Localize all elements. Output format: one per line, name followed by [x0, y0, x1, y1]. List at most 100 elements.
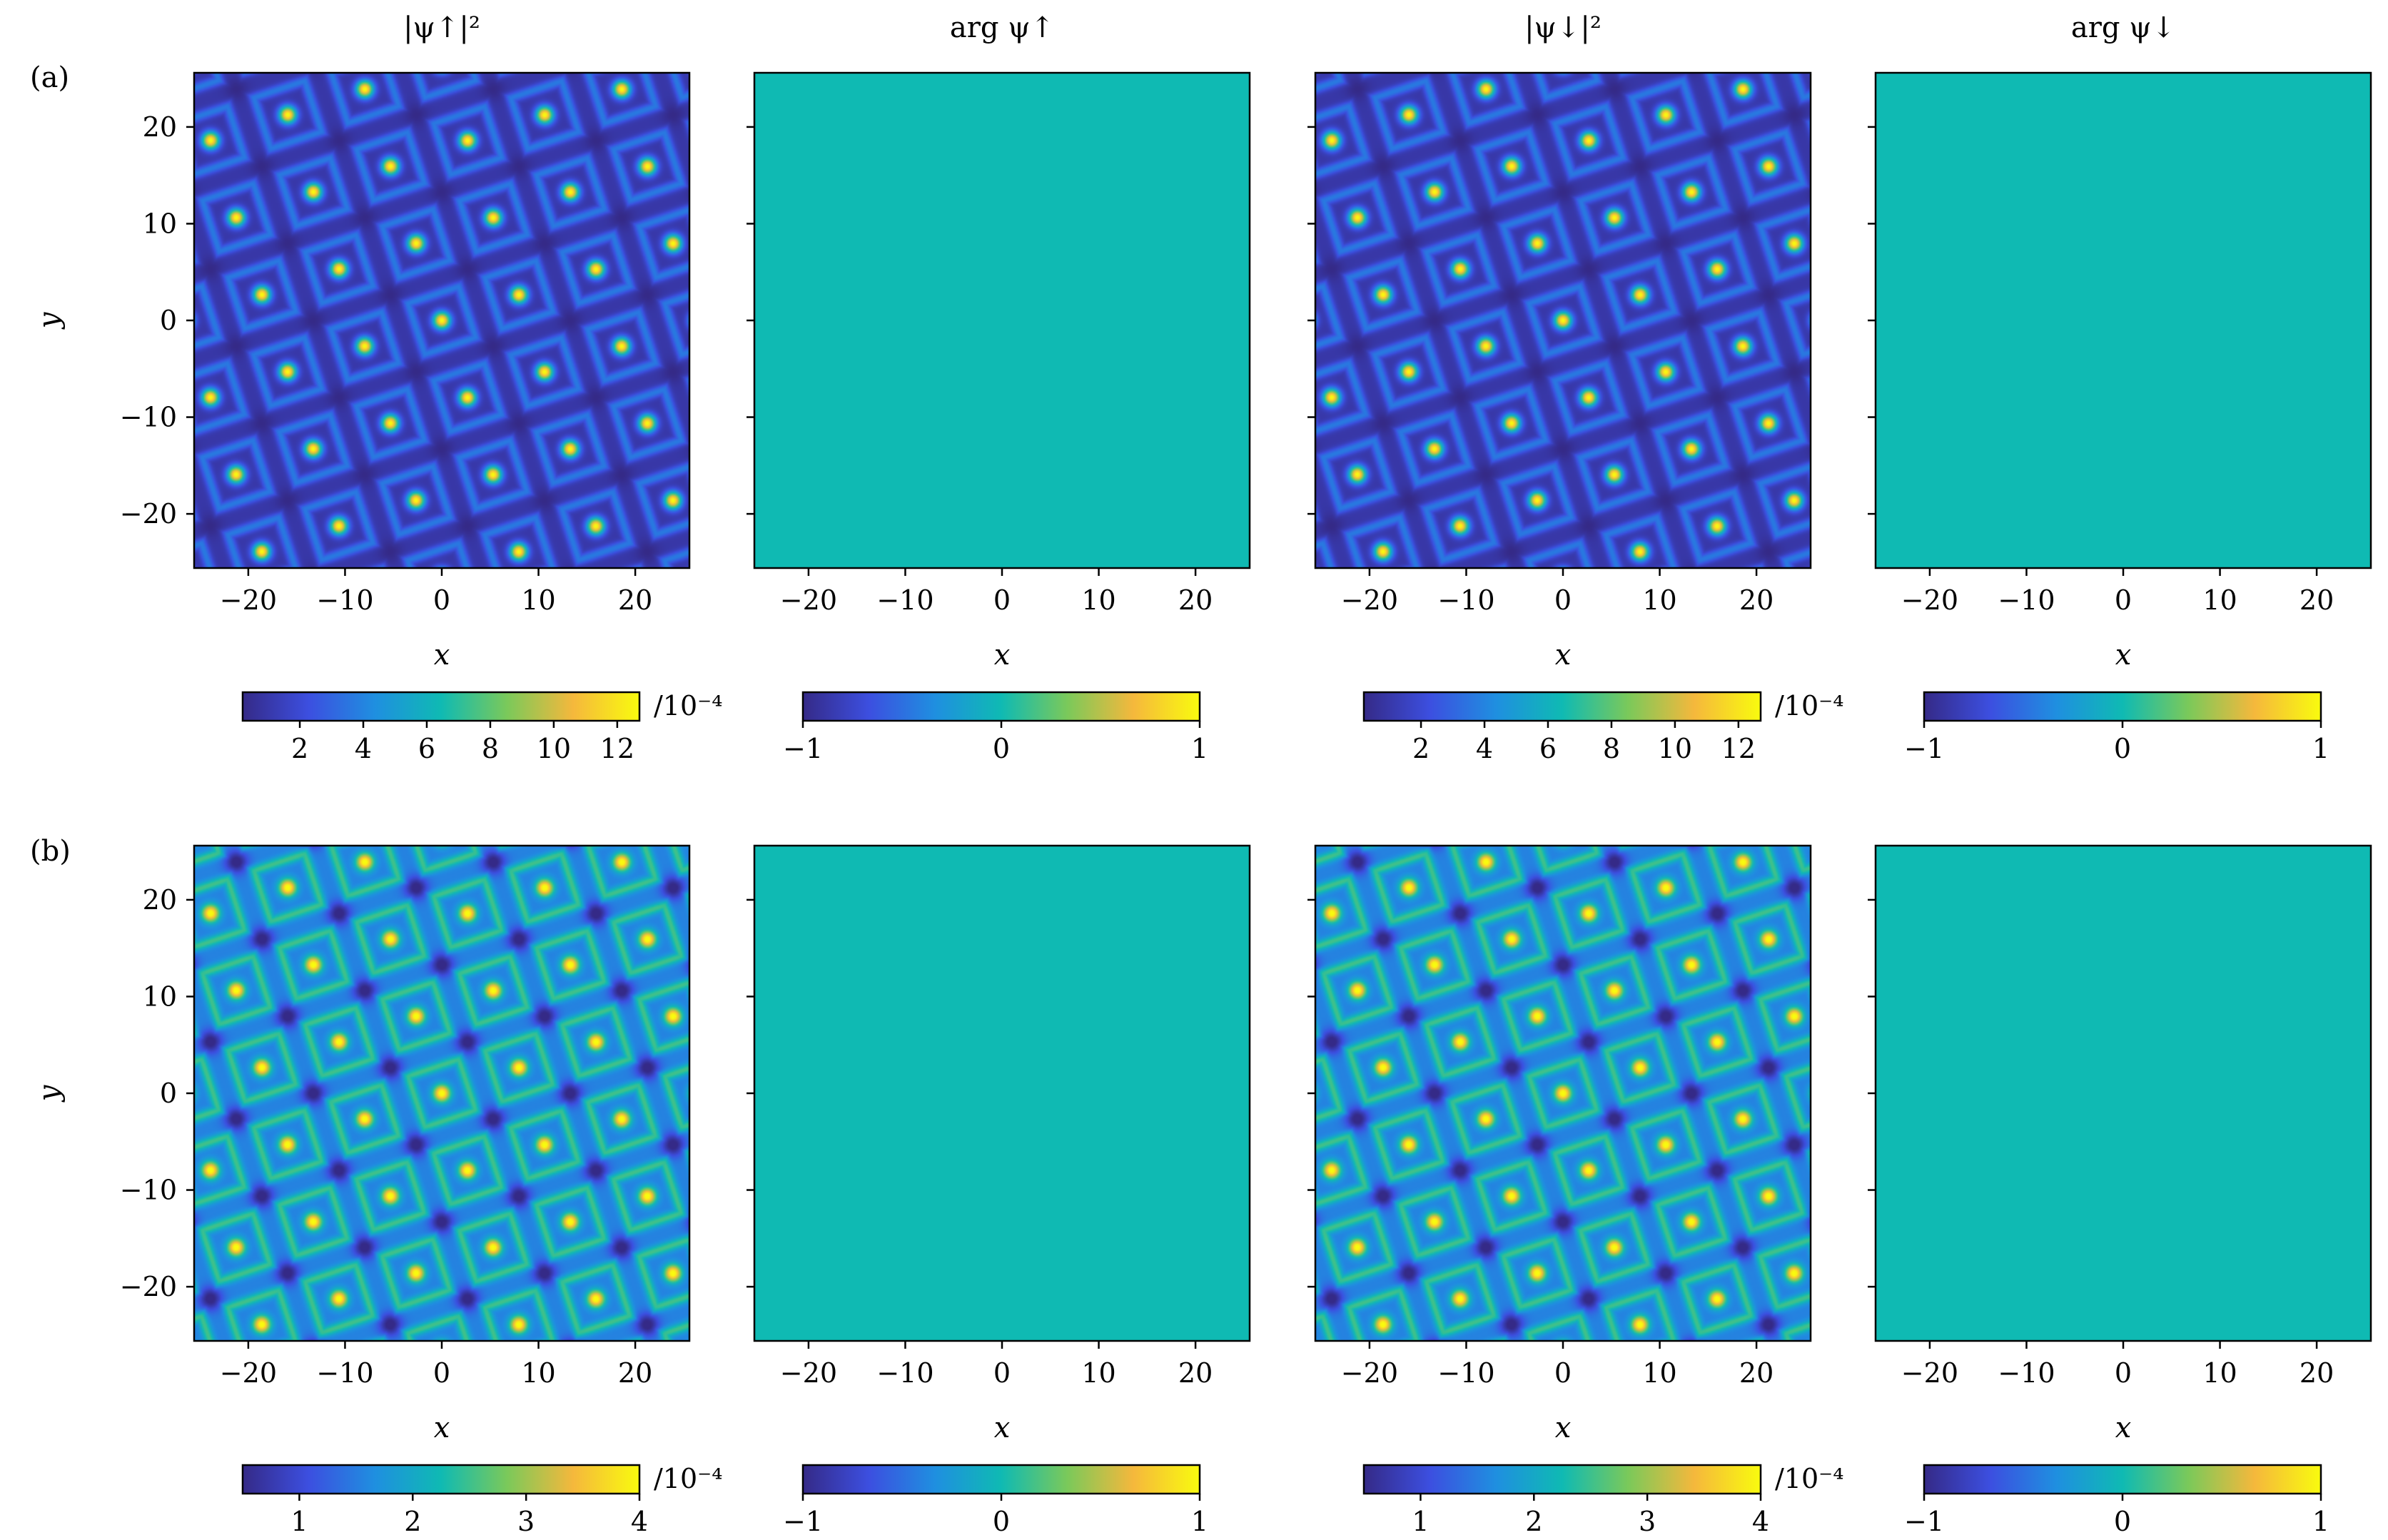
- phase-map: [754, 846, 1250, 1341]
- x-tick-label: 20: [1178, 1357, 1213, 1389]
- panel-title: |ψ↓|²: [1524, 11, 1602, 44]
- x-axis-label: x: [2115, 639, 2132, 672]
- x-tick-label: 10: [1081, 1357, 1115, 1389]
- colorbar: −1 0 1: [783, 691, 1208, 764]
- x-tick-label: −20: [220, 584, 277, 616]
- colorbar: −1 0 1: [1904, 691, 2329, 764]
- x-tick-label: 20: [1178, 584, 1213, 616]
- density-map: [194, 846, 689, 1341]
- colorbar-tick-label: 4: [1752, 1506, 1769, 1537]
- colorbar-tick-label: 1: [290, 1506, 308, 1537]
- x-tick-label: 20: [1739, 1357, 1774, 1389]
- panel-a-3: |ψ↓|² −20 −10 0 10 20 x 2 4 6 8 10 12/10⁻⁴: [1307, 11, 1843, 764]
- colorbar: 2 4 6 8 10 12/10⁻⁴: [241, 690, 722, 764]
- x-tick-label: 10: [2202, 1357, 2237, 1389]
- x-tick-label: −20: [1901, 1357, 1958, 1389]
- phase-map: [1876, 73, 2371, 568]
- colorbar: 1 2 3 4/10⁻⁴: [1362, 1463, 1843, 1537]
- colorbar-tick-label: 10: [537, 733, 571, 764]
- x-axis-label: x: [994, 1412, 1011, 1444]
- row-label: (b): [30, 835, 71, 868]
- density-map: [1315, 73, 1811, 568]
- colorbar-tick-label: 1: [1412, 1506, 1429, 1537]
- x-axis-label: x: [434, 1412, 450, 1444]
- y-axis-label: y: [33, 311, 66, 330]
- colorbar-tick-label: 0: [993, 733, 1010, 764]
- y-tick-label: −20: [120, 1271, 177, 1302]
- panel-b-3: −20 −10 0 10 20 x 1 2 3 4/10⁻⁴: [1307, 844, 1843, 1537]
- colorbar-tick-label: 10: [1658, 733, 1692, 764]
- colorbar-tick-label: 4: [631, 1506, 648, 1537]
- colorbar-tick-label: 6: [1539, 733, 1557, 764]
- phase-map: [754, 73, 1250, 568]
- y-tick-label: 0: [160, 305, 177, 336]
- colorbar-tick-label: 1: [2312, 1506, 2329, 1537]
- colorbar-gradient: [1362, 691, 1762, 722]
- x-tick-label: 0: [433, 1357, 450, 1389]
- y-tick-label: 20: [143, 884, 177, 916]
- colorbar-unit: /10⁻⁴: [654, 690, 722, 721]
- colorbar-tick-label: 1: [2312, 733, 2329, 764]
- x-tick-label: −10: [1437, 1357, 1494, 1389]
- x-tick-label: 0: [433, 584, 450, 616]
- x-tick-label: 10: [1642, 1357, 1676, 1389]
- x-tick-label: 20: [618, 1357, 652, 1389]
- y-tick-label: −10: [120, 1175, 177, 1206]
- colorbar-gradient: [241, 1464, 641, 1495]
- colorbar-gradient: [1362, 1464, 1762, 1495]
- colorbar-tick-label: 0: [993, 1506, 1010, 1537]
- panel-a-2: arg ψ↑−20 −10 0 10 20x−1 0 1: [747, 11, 1251, 764]
- x-tick-label: −20: [780, 1357, 837, 1389]
- x-tick-label: 20: [2300, 1357, 2334, 1389]
- colorbar-unit: /10⁻⁴: [1775, 690, 1843, 721]
- panel-a-4: arg ψ↓−20 −10 0 10 20x−1 0 1: [1868, 11, 2372, 764]
- colorbar-tick-label: −1: [1904, 733, 1944, 764]
- x-axis-label: x: [2115, 1412, 2132, 1444]
- colorbar-tick-label: 4: [1476, 733, 1493, 764]
- x-tick-label: 20: [618, 584, 652, 616]
- x-tick-label: −10: [1437, 584, 1494, 616]
- x-tick-label: 10: [521, 584, 555, 616]
- x-tick-label: −10: [316, 584, 373, 616]
- colorbar-tick-label: 6: [418, 733, 435, 764]
- x-tick-label: −10: [876, 584, 934, 616]
- y-tick-label: −10: [120, 402, 177, 433]
- panel-a-1: |ψ↑|² −20 −10 0 10 20 x −20 −10 0 10 20 y 2 4 6 8 10 12/10…: [33, 11, 722, 764]
- colorbar-tick-label: 12: [1721, 733, 1756, 764]
- colorbar-tick-label: 1: [1191, 733, 1208, 764]
- x-axis-label: x: [1555, 639, 1572, 672]
- x-tick-label: −10: [316, 1357, 373, 1389]
- y-tick-label: −20: [120, 498, 177, 530]
- x-tick-label: 10: [2202, 584, 2237, 616]
- colorbar-tick-label: 2: [1412, 733, 1430, 764]
- x-tick-label: 20: [1739, 584, 1774, 616]
- x-tick-label: 0: [993, 1357, 1011, 1389]
- panel-b-1: −20 −10 0 10 20 x −20 −10 0 10 20 y 1 2 3 4/10⁻⁴: [33, 844, 722, 1537]
- x-tick-label: −20: [780, 584, 837, 616]
- colorbar-gradient: [801, 691, 1201, 722]
- x-tick-label: −20: [1341, 1357, 1398, 1389]
- x-axis-label: x: [434, 639, 450, 672]
- colorbar: −1 0 1: [1904, 1464, 2329, 1537]
- x-tick-label: 0: [2115, 1357, 2132, 1389]
- colorbar: −1 0 1: [783, 1464, 1208, 1537]
- x-tick-label: 10: [1081, 584, 1115, 616]
- x-tick-label: 10: [1642, 584, 1676, 616]
- colorbar-tick-label: 3: [517, 1506, 535, 1537]
- x-tick-label: −20: [1341, 584, 1398, 616]
- colorbar-tick-label: 12: [600, 733, 634, 764]
- x-tick-label: −20: [220, 1357, 277, 1389]
- colorbar: 1 2 3 4/10⁻⁴: [241, 1463, 722, 1537]
- x-tick-label: −10: [1998, 1357, 2055, 1389]
- x-tick-label: 0: [1554, 1357, 1572, 1389]
- x-tick-label: 0: [1554, 584, 1572, 616]
- x-tick-label: 0: [993, 584, 1011, 616]
- colorbar-unit: /10⁻⁴: [1775, 1463, 1843, 1494]
- colorbar-tick-label: 2: [291, 733, 308, 764]
- colorbar-tick-label: 2: [404, 1506, 421, 1537]
- colorbar-unit: /10⁻⁴: [654, 1463, 722, 1494]
- y-axis-label: y: [33, 1084, 66, 1103]
